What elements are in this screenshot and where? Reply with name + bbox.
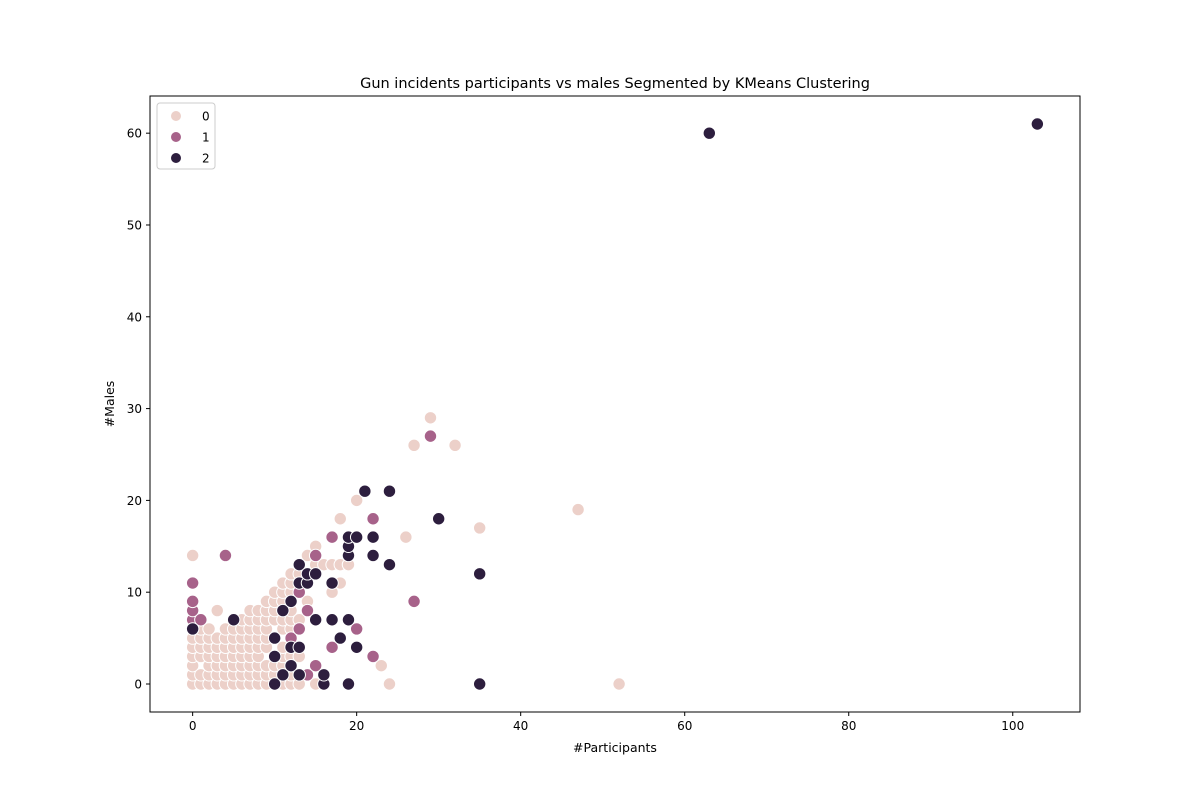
data-point-cluster-2 (702, 126, 717, 140)
data-point-cluster-2 (341, 613, 356, 627)
legend-label-0: 0 (202, 110, 210, 124)
legend-marker-2 (170, 152, 182, 164)
legend-label-1: 1 (202, 131, 210, 145)
data-point-cluster-1 (308, 548, 323, 563)
data-point-cluster-2 (431, 512, 446, 526)
data-point-cluster-1 (300, 603, 315, 618)
data-point-cluster-2 (382, 484, 397, 498)
data-point-cluster-2 (325, 576, 339, 590)
data-point-cluster-0 (571, 502, 585, 517)
data-point-cluster-2 (333, 631, 347, 645)
y-tick-label: 50 (127, 218, 142, 232)
data-point-cluster-1 (366, 649, 380, 664)
data-point-cluster-1 (423, 429, 438, 443)
x-tick-label: 60 (677, 719, 692, 733)
data-point-cluster-2 (226, 613, 241, 627)
data-point-cluster-2 (472, 567, 487, 581)
data-point-cluster-2 (341, 677, 356, 691)
y-tick-label: 40 (127, 310, 142, 324)
legend-marker-0 (170, 110, 182, 122)
data-point-cluster-0 (448, 438, 462, 453)
data-point-cluster-1 (218, 548, 233, 563)
data-point-cluster-2 (276, 603, 290, 618)
y-tick-label: 0 (134, 678, 142, 692)
data-point-cluster-1 (308, 658, 323, 673)
data-point-cluster-2 (308, 613, 323, 627)
data-point-cluster-0 (472, 521, 487, 535)
data-point-cluster-0 (399, 530, 413, 544)
x-tick-label: 80 (841, 719, 856, 733)
data-point-cluster-2 (276, 668, 290, 682)
y-axis-label: #Males (102, 381, 117, 428)
data-point-cluster-0 (407, 438, 421, 453)
y-tick-label: 30 (127, 402, 142, 416)
data-point-cluster-2 (349, 530, 364, 544)
data-point-cluster-2 (366, 548, 380, 563)
y-tick-label: 10 (127, 586, 142, 600)
data-point-cluster-2 (292, 640, 306, 654)
data-point-cluster-0 (374, 658, 388, 673)
data-point-cluster-1 (349, 622, 364, 636)
x-tick-label: 0 (189, 719, 197, 733)
data-point-cluster-2 (349, 640, 364, 654)
data-point-cluster-1 (407, 594, 421, 609)
data-point-cluster-0 (612, 677, 626, 691)
data-point-cluster-2 (317, 668, 331, 682)
data-point-cluster-0 (210, 603, 224, 618)
data-point-cluster-2 (284, 658, 298, 673)
points-layer (185, 117, 1045, 691)
legend-marker-1 (170, 131, 182, 143)
data-point-cluster-2 (366, 530, 380, 544)
data-point-cluster-1 (194, 613, 208, 627)
data-point-cluster-2 (292, 668, 306, 682)
data-point-cluster-0 (333, 512, 347, 526)
legend-items: 0 1 2 (170, 110, 210, 166)
data-point-cluster-2 (267, 677, 282, 691)
data-point-cluster-2 (472, 677, 487, 691)
data-point-cluster-0 (185, 548, 200, 563)
data-point-cluster-1 (366, 512, 380, 526)
data-point-cluster-2 (185, 622, 200, 636)
data-point-cluster-0 (423, 411, 438, 425)
data-point-cluster-2 (284, 594, 298, 609)
plot-frame (149, 95, 1081, 713)
chart-title: Gun incidents participants vs males Segm… (360, 76, 870, 92)
data-point-cluster-0 (382, 677, 397, 691)
data-point-cluster-1 (325, 640, 339, 654)
y-axis-ticks: 0 10 20 30 40 50 60 (127, 127, 150, 692)
data-point-cluster-1 (292, 622, 306, 636)
x-tick-label: 20 (349, 719, 364, 733)
data-point-cluster-2 (325, 613, 339, 627)
x-tick-label: 40 (513, 719, 528, 733)
x-tick-label: 100 (1001, 719, 1024, 733)
data-point-cluster-2 (308, 567, 323, 581)
legend-label-2: 2 (202, 152, 210, 166)
data-point-cluster-1 (325, 530, 339, 544)
legend: 0 1 2 (156, 102, 216, 170)
data-point-cluster-2 (382, 557, 397, 572)
x-axis-label: #Participants (573, 740, 657, 755)
y-tick-label: 60 (127, 127, 142, 141)
x-axis-ticks: 0 20 40 60 80 100 (189, 712, 1024, 733)
data-point-cluster-2 (358, 484, 372, 498)
y-tick-label: 20 (127, 494, 142, 508)
data-point-cluster-2 (267, 631, 282, 645)
data-point-cluster-1 (185, 576, 200, 590)
data-point-cluster-2 (292, 557, 306, 572)
data-point-cluster-2 (1030, 117, 1045, 131)
data-point-cluster-0 (202, 622, 216, 636)
data-point-cluster-1 (185, 594, 200, 609)
data-point-cluster-0 (349, 493, 364, 508)
data-point-cluster-2 (267, 649, 282, 664)
